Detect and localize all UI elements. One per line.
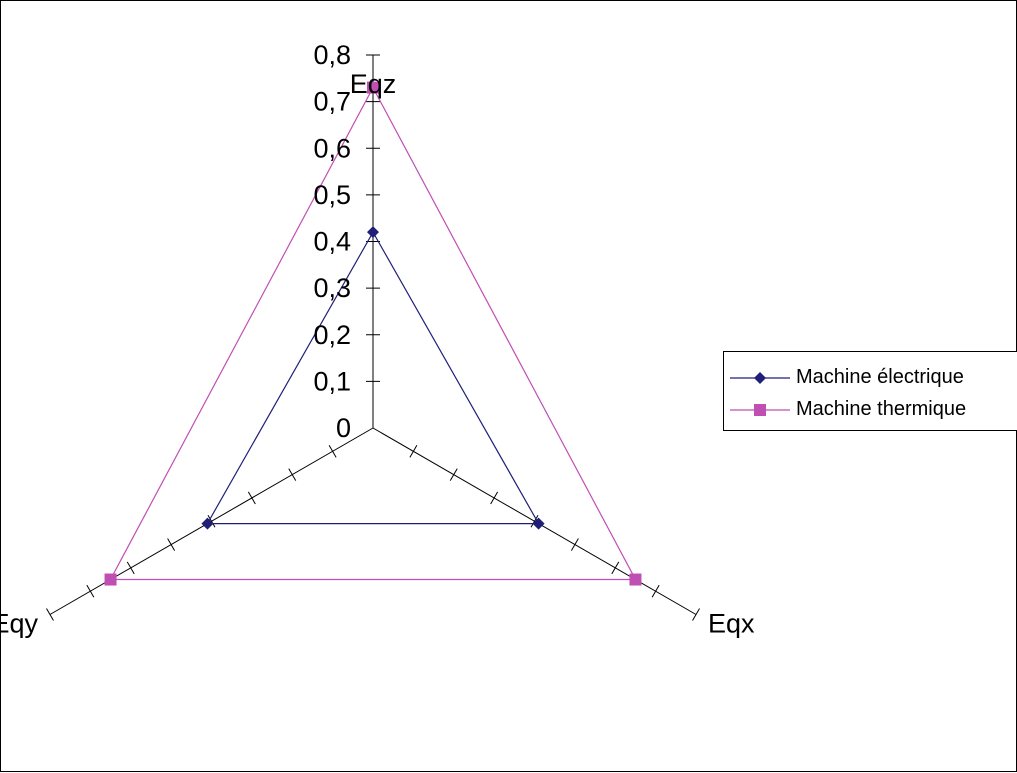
- data-point-machine-thermique-eqy: [104, 573, 117, 586]
- scale-tick-label: 0,3: [313, 273, 351, 303]
- legend-swatch-machine-thermique: [730, 404, 790, 416]
- axis-tick-eqx: [692, 608, 700, 621]
- axis-tick-eqx: [449, 468, 458, 481]
- scale-tick-label: 0,2: [313, 320, 351, 350]
- legend-item-machine-electrique: Machine électrique: [724, 362, 1017, 392]
- axis-tick-eqy: [207, 514, 216, 528]
- data-point-machine-electrique-eqx: [532, 517, 545, 530]
- axis-tick-eqy: [126, 561, 135, 575]
- scale-tick-label: 0,5: [313, 180, 351, 210]
- legend: Machine électrique Machine thermique: [723, 351, 1017, 431]
- data-point-machine-electrique-eqy: [201, 517, 214, 530]
- axis-tick-eqy: [86, 584, 95, 598]
- series-line-machine-thermique: [109, 86, 637, 581]
- scale-tick-label: 0,7: [313, 87, 351, 117]
- series-line-machine-electrique: [206, 230, 540, 525]
- axis-label-eqx: Eqx: [708, 609, 755, 639]
- scale-tick-label: 0,4: [313, 227, 351, 257]
- legend-label-machine-thermique: Machine thermique: [796, 398, 967, 420]
- axis-tick-eqy: [46, 608, 54, 621]
- axis-label-eqz: Eqz: [350, 69, 397, 99]
- legend-swatch-machine-electrique: [730, 372, 790, 384]
- data-point-machine-thermique-eqz: [367, 81, 379, 94]
- axis-tick-eqx: [651, 584, 660, 598]
- legend-label-machine-electrique: Machine électrique: [796, 366, 964, 388]
- axis-tick-eqy: [167, 538, 176, 551]
- axis-tick-eqx: [409, 445, 418, 458]
- legend-item-machine-thermique: Machine thermique: [724, 394, 1017, 424]
- axis-label-eqy: Eqy: [1, 609, 38, 639]
- data-point-machine-electrique-eqz: [367, 226, 379, 239]
- axis-tick-eqx: [570, 538, 579, 551]
- axis-tick-eqy: [247, 491, 256, 505]
- scale-tick-label: 0,1: [313, 366, 351, 396]
- axis-tick-eqx: [490, 491, 499, 505]
- axis-tick-eqx: [611, 561, 620, 575]
- data-point-machine-thermique-eqx: [629, 573, 642, 586]
- scale-tick-label: 0,8: [313, 40, 351, 70]
- scale-tick-label: 0,6: [313, 133, 351, 163]
- axis-tick-eqx: [530, 514, 539, 528]
- axis-tick-eqy: [288, 468, 297, 481]
- axis-tick-eqy: [328, 445, 337, 458]
- scale-tick-label: 0: [336, 413, 351, 443]
